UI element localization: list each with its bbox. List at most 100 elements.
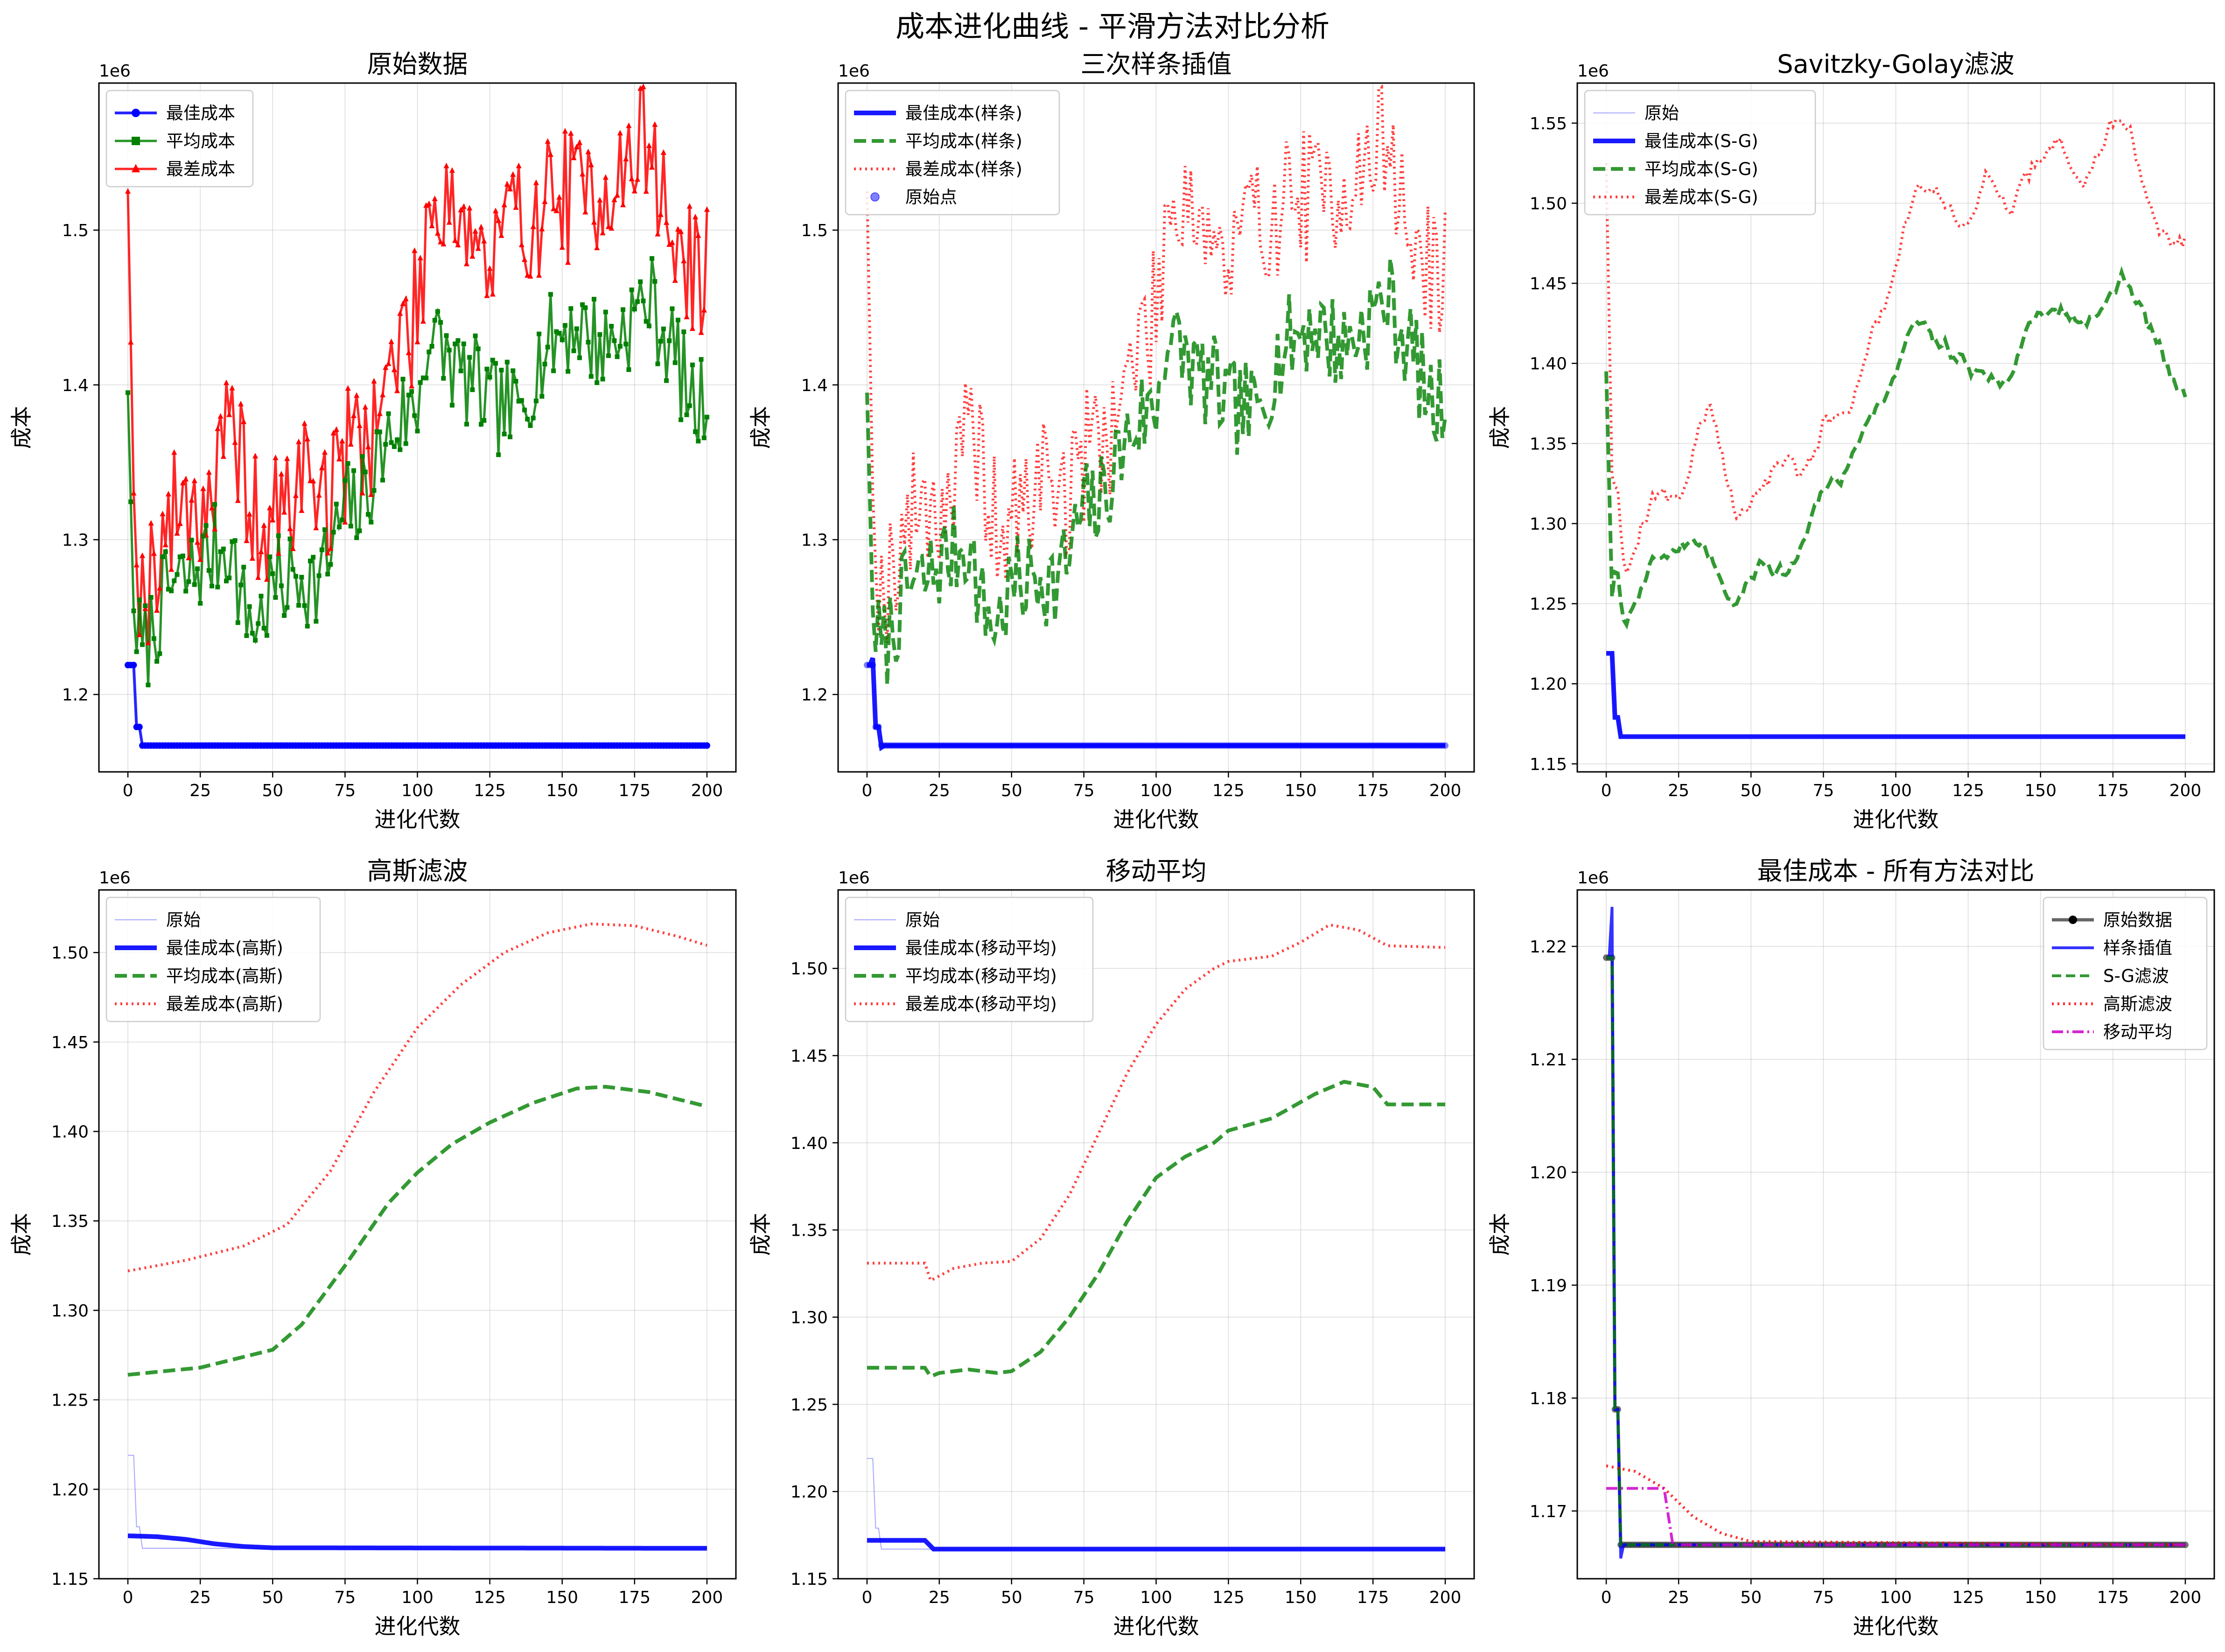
worst-cost-marker <box>168 566 175 572</box>
average-cost-marker <box>681 329 686 334</box>
average-cost-marker <box>137 597 142 602</box>
best-cost-smoothed <box>867 1538 1445 1552</box>
average-cost-marker <box>351 468 356 473</box>
worst-cost-marker <box>678 228 684 234</box>
average-cost-marker <box>464 421 469 427</box>
average-cost-marker <box>126 390 131 395</box>
y-tick-label: 1.25 <box>1530 595 1567 614</box>
worst-cost-marker <box>475 245 481 251</box>
average-cost-marker <box>374 429 379 434</box>
axis-offset-label: 1e6 <box>838 868 870 888</box>
y-tick-label: 1.2 <box>62 686 89 705</box>
average-cost-marker <box>519 398 524 403</box>
worst-cost-marker <box>249 555 255 561</box>
legend-entry-label: 最佳成本(样条) <box>905 103 1022 123</box>
average-cost-marker <box>467 355 472 360</box>
worst-cost-marker <box>157 585 163 591</box>
worst-cost-marker <box>545 138 551 144</box>
average-cost-marker <box>704 414 709 420</box>
worst-cost-marker <box>704 206 710 212</box>
average-cost-marker <box>629 287 634 293</box>
axes-frame <box>98 889 737 1580</box>
average-cost-marker <box>644 319 649 324</box>
worst-cost-marker <box>186 554 192 560</box>
worst-cost-marker <box>513 204 519 210</box>
legend-entry-label: 移动平均 <box>2103 1022 2172 1042</box>
average-cost-marker <box>212 502 217 507</box>
worst-cost-marker <box>493 207 499 213</box>
average-cost-marker <box>621 307 626 312</box>
worst-cost-marker <box>646 142 652 148</box>
worst-cost-marker <box>412 247 418 253</box>
worst-cost-marker <box>602 174 609 180</box>
y-axis-label: 成本 <box>1487 1213 1512 1256</box>
x-tick-label: 100 <box>1880 1588 1912 1607</box>
average-cost-marker <box>562 323 567 328</box>
worst-cost-marker <box>504 181 510 187</box>
average-cost-marker <box>554 329 559 334</box>
worst-cost-marker <box>351 412 357 418</box>
axis-offset-label: 1e6 <box>99 62 131 81</box>
average-cost-marker <box>169 588 174 594</box>
worst-cost-marker <box>637 85 644 91</box>
legend-entry-label: 最差成本(移动平均) <box>905 994 1057 1014</box>
worst-cost-marker <box>574 144 580 150</box>
y-tick-label: 1.45 <box>791 1047 828 1066</box>
average-cost-marker <box>638 279 643 284</box>
average-cost-marker <box>340 517 345 522</box>
worst-cost-marker <box>403 295 409 301</box>
average-cost-marker <box>545 344 550 350</box>
average-cost-marker <box>522 407 527 413</box>
worst-cost-marker <box>400 300 406 306</box>
average-cost-marker <box>279 583 284 588</box>
worst-cost-marker <box>484 292 490 298</box>
average-cost-marker <box>617 344 623 349</box>
subplot-title: 高斯滤波 <box>367 856 468 886</box>
legend-entry-label: 最佳成本(高斯) <box>166 938 283 958</box>
worst-cost-marker <box>345 385 351 391</box>
x-tick-label: 25 <box>189 1588 211 1607</box>
worst-cost-marker <box>655 231 661 237</box>
average-cost-marker <box>484 366 490 371</box>
worst-cost-marker <box>571 154 577 161</box>
worst-cost-marker <box>490 291 496 297</box>
average-cost-marker <box>270 571 275 576</box>
average-cost-marker <box>502 432 507 437</box>
y-axis-label: 成本 <box>748 1213 773 1256</box>
average-cost-marker <box>128 499 133 504</box>
average-cost-marker <box>209 583 214 588</box>
x-tick-label: 50 <box>1740 781 1762 800</box>
average-cost-marker <box>345 461 350 466</box>
average-cost-marker <box>444 333 449 338</box>
worst-cost-marker <box>588 161 594 168</box>
legend-entry-label: 样条插值 <box>2103 938 2172 958</box>
average-cost-marker <box>206 568 211 573</box>
average-cost-marker <box>641 298 646 303</box>
worst-cost-marker <box>420 318 426 324</box>
average-cost-marker <box>701 435 707 441</box>
worst-cost-marker <box>629 175 635 182</box>
average-cost-marker <box>493 361 498 366</box>
average-cost-marker <box>597 332 602 337</box>
average-cost-marker <box>293 574 298 579</box>
legend-entry-label: 平均成本 <box>166 131 235 151</box>
y-tick-label: 1.25 <box>791 1395 828 1414</box>
average-cost-marker <box>224 578 229 583</box>
worst-cost-marker <box>547 151 553 157</box>
legend-marker <box>132 137 140 145</box>
average-cost-marker <box>221 546 226 552</box>
average-cost-marker <box>151 636 156 641</box>
worst-cost-marker <box>215 425 221 431</box>
worst-cost-marker <box>689 325 695 331</box>
average-cost-marker <box>693 429 698 434</box>
axes-frame <box>1576 82 2215 773</box>
average-cost-smoothed <box>127 1085 707 1377</box>
x-tick-label: 200 <box>691 1588 723 1607</box>
worst-cost-spline <box>866 84 1447 644</box>
plot-area <box>127 922 707 1551</box>
average-cost-marker <box>427 350 432 355</box>
x-tick-label: 175 <box>618 1588 651 1607</box>
x-tick-label: 150 <box>1285 1588 1317 1607</box>
average-cost-marker <box>551 368 556 373</box>
worst-cost-marker <box>339 438 345 444</box>
